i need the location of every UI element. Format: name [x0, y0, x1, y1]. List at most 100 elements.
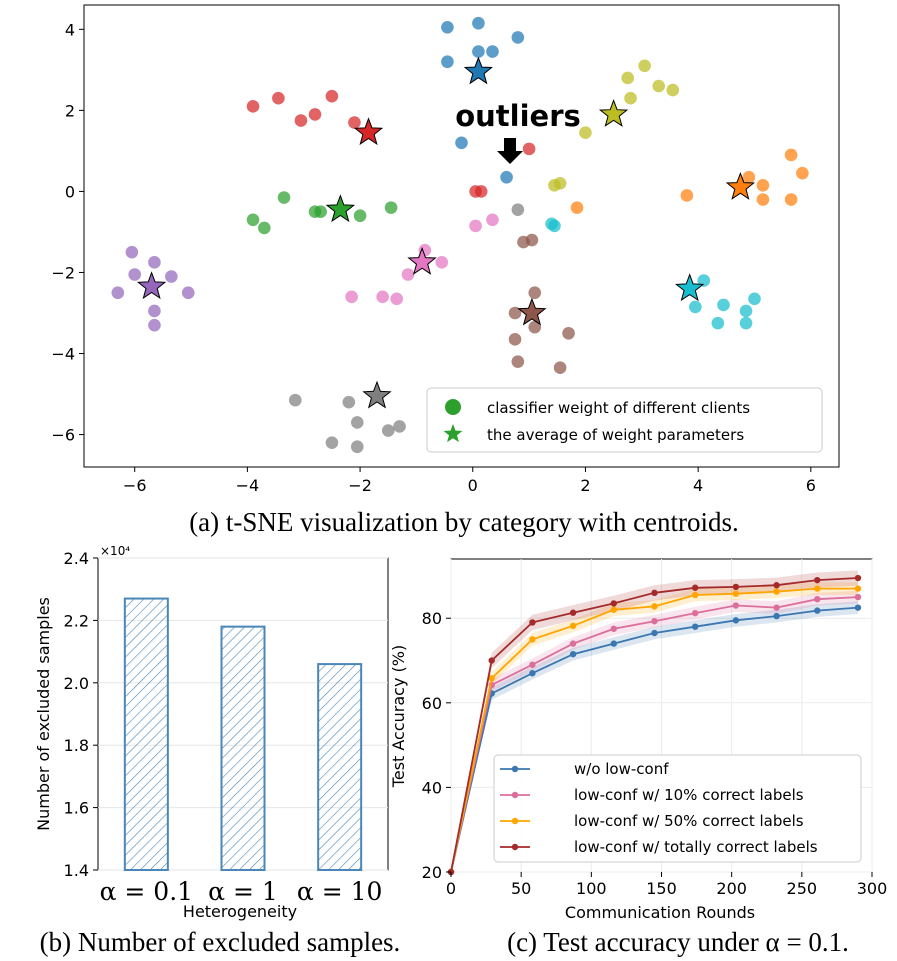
centroid-star-green: [325, 194, 356, 223]
tsne-point-green: [246, 213, 260, 227]
line-legend-entry-1: low-conf w/ 10% correct labels: [574, 786, 804, 804]
tsne-panel: −6 −4 −2 0 2 4 6 −6 −4 −2 0 2 4 outliers classifier…: [51, 4, 840, 537]
tsne-x-tick-label: 6: [806, 476, 816, 495]
tsne-point-blue: [472, 16, 485, 30]
line-point-series-3: [773, 582, 780, 589]
tsne-point-orange: [570, 201, 584, 214]
tsne-y-axis: −6 −4 −2 0 2 4: [51, 20, 84, 445]
tsne-point-green: [257, 221, 271, 235]
bar-multiplier: ×10⁴: [100, 544, 130, 558]
bar-y-tick-label: 2.0: [64, 674, 89, 693]
tsne-point-cyan: [711, 316, 725, 330]
line-point-series-2: [732, 590, 740, 597]
line-point-series-2: [488, 675, 495, 682]
tsne-point-brown: [562, 326, 575, 340]
tsne-point-cyan: [748, 292, 761, 306]
line-x-tick-label: 50: [511, 879, 531, 898]
centroid-star-blue: [463, 56, 494, 85]
tsne-point-cyan: [689, 300, 702, 314]
line-point-series-0: [854, 604, 862, 611]
tsne-y-tick-label: −4: [51, 345, 75, 364]
line-point-series-1: [529, 661, 536, 668]
line-point-series-3: [732, 583, 740, 591]
line-point-series-3: [814, 576, 821, 584]
legend-marker-2: [511, 817, 519, 825]
line-point-series-3: [529, 619, 536, 626]
line-x-axis: 0 50 100 150 200 250 300: [446, 872, 887, 898]
band-series-0: [451, 601, 858, 872]
tsne-point-cyan: [697, 274, 711, 287]
tsne-point-gray: [342, 395, 356, 409]
tsne-point-purple: [165, 270, 178, 283]
tsne-point-purple: [111, 286, 125, 300]
tsne-points: [111, 16, 809, 454]
tsne-point-orange: [756, 193, 770, 206]
bar-y-tick-label: 1.6: [64, 799, 89, 818]
tsne-legend-entry-0: classifier weight of different clients: [487, 399, 750, 417]
tsne-point-orange: [680, 189, 694, 202]
tsne-point-gray: [325, 436, 339, 449]
bar-category-label: α = 1: [208, 877, 278, 906]
tsne-point-orange: [742, 170, 756, 184]
tsne-legend: classifier weight of different clients t…: [426, 387, 823, 453]
bar-y-tick-label: 2.4: [64, 549, 89, 568]
tsne-y-tick-label: 4: [65, 20, 75, 39]
tsne-x-tick-label: 0: [468, 476, 478, 495]
line-point-series-2: [854, 585, 862, 592]
bar-y-tick-label: 2.2: [64, 611, 89, 630]
line-series: [447, 574, 862, 876]
tsne-point-pink: [376, 290, 389, 304]
bar-y-tick-label: 1.4: [64, 861, 89, 880]
line-point-series-2: [529, 636, 536, 643]
tsne-point-blue: [441, 55, 454, 69]
line-x-tick-label: 250: [787, 879, 818, 898]
tsne-point-blue: [486, 45, 499, 58]
tsne-y-tick-label: 0: [65, 182, 75, 201]
bar-0: [123, 597, 169, 871]
bar-y-label: Number of excluded samples: [34, 597, 53, 831]
outliers-arrow-icon: [497, 138, 523, 164]
tsne-point-pink: [390, 292, 404, 306]
tsne-legend-box: [426, 387, 823, 453]
line-point-series-1: [610, 625, 617, 632]
line-point-series-2: [814, 585, 821, 592]
line-point-series-0: [773, 612, 780, 620]
tsne-point-orange: [756, 179, 770, 192]
tsne-point-green: [277, 191, 291, 204]
tsne-y-tick-label: −2: [51, 263, 75, 282]
line-y-label: Test Accuracy (%): [389, 645, 408, 788]
tsne-point-red: [469, 185, 482, 198]
tsne-point-brown: [553, 361, 567, 375]
tsne-point-purple: [148, 318, 161, 332]
tsne-point-red: [522, 142, 536, 156]
bar-panel: 1.4 1.6 1.8 2.0 2.2 2.4 α = 0.1 α = 1 α = 10 ×1…: [34, 544, 400, 957]
line-point-series-2: [610, 606, 617, 613]
bar-category-label: α = 10: [297, 877, 383, 906]
tsne-point-red: [308, 108, 322, 121]
centroid-star-pink: [407, 246, 437, 275]
line-y-axis: 20 40 60 80: [422, 609, 451, 882]
line-x-tick-label: 0: [446, 879, 456, 898]
tsne-point-purple: [128, 268, 142, 281]
line-point-series-0: [691, 623, 699, 630]
tsne-point-olive: [638, 59, 651, 73]
tsne-x-tick-label: 4: [693, 476, 703, 495]
line-point-series-1: [569, 640, 577, 647]
tsne-y-tick-label: −6: [51, 426, 75, 445]
tsne-point-orange: [784, 193, 798, 206]
line-point-series-1: [854, 593, 862, 601]
tsne-point-brown: [508, 306, 522, 320]
line-point-series-3: [610, 600, 617, 607]
caption-b: (b) Number of excluded samples.: [40, 927, 401, 957]
legend-marker-3: [511, 843, 519, 851]
bar-1: [220, 625, 266, 872]
tsne-point-pink: [345, 290, 358, 304]
bar-2: [317, 663, 363, 872]
tsne-point-blue: [441, 20, 454, 34]
tsne-point-olive: [666, 83, 680, 97]
tsne-point-purple: [125, 245, 139, 259]
caption-c: (c) Test accuracy under α = 0.1.: [507, 927, 849, 957]
tsne-point-brown: [528, 286, 542, 300]
tsne-point-cyan: [739, 304, 753, 318]
line-y-tick-label: 20: [422, 863, 442, 882]
